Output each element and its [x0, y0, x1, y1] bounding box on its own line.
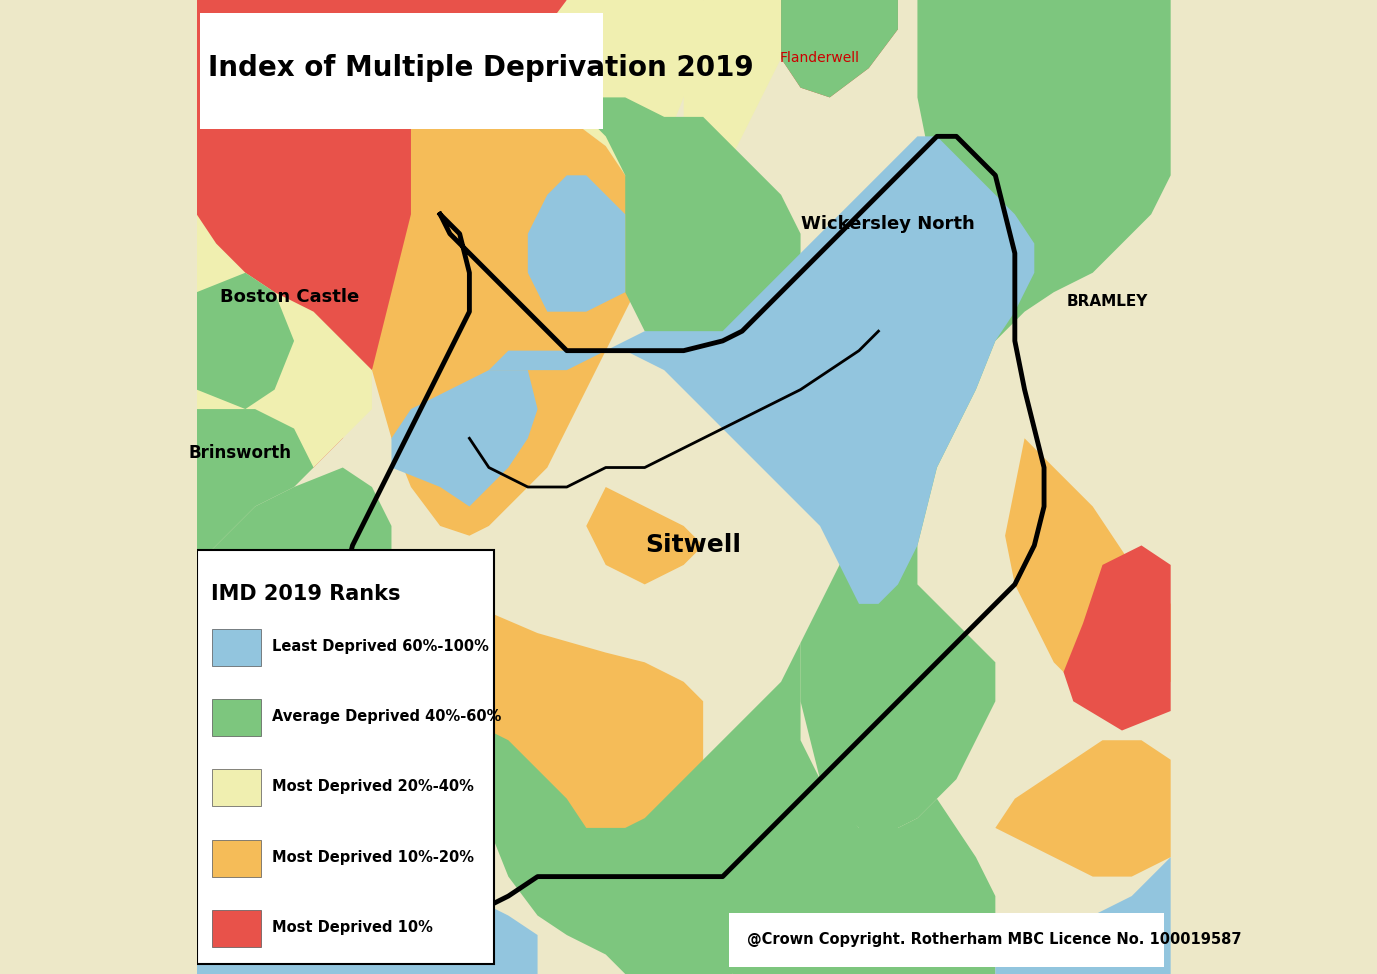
- Polygon shape: [197, 390, 274, 506]
- Polygon shape: [197, 273, 295, 409]
- FancyBboxPatch shape: [200, 13, 603, 129]
- Polygon shape: [733, 740, 996, 974]
- Polygon shape: [996, 857, 1170, 974]
- FancyBboxPatch shape: [212, 699, 262, 736]
- FancyBboxPatch shape: [212, 629, 262, 666]
- Polygon shape: [197, 468, 391, 701]
- FancyBboxPatch shape: [212, 910, 262, 947]
- Polygon shape: [1063, 545, 1170, 730]
- Polygon shape: [567, 0, 704, 117]
- Text: Wickersley North: Wickersley North: [801, 215, 975, 233]
- Polygon shape: [781, 0, 898, 97]
- Text: IMD 2019 Ranks: IMD 2019 Ranks: [211, 584, 401, 605]
- Polygon shape: [391, 117, 567, 506]
- Polygon shape: [1005, 438, 1170, 701]
- Text: Most Deprived 10%: Most Deprived 10%: [271, 919, 432, 935]
- Polygon shape: [470, 643, 800, 974]
- FancyBboxPatch shape: [197, 550, 494, 964]
- Polygon shape: [527, 175, 625, 312]
- Text: Boston Castle: Boston Castle: [219, 288, 359, 306]
- Text: Rother Vale: Rother Vale: [332, 921, 442, 939]
- Text: Brinsworth: Brinsworth: [189, 444, 292, 462]
- Text: Sitwell: Sitwell: [646, 534, 741, 557]
- Text: Flanderwell: Flanderwell: [779, 52, 861, 65]
- Text: Most Deprived 20%-40%: Most Deprived 20%-40%: [271, 779, 474, 795]
- Polygon shape: [470, 0, 704, 214]
- Polygon shape: [587, 97, 800, 351]
- Polygon shape: [197, 0, 567, 506]
- Text: Index of Multiple Deprivation 2019: Index of Multiple Deprivation 2019: [208, 55, 755, 82]
- Polygon shape: [704, 0, 898, 97]
- Polygon shape: [197, 877, 537, 974]
- Polygon shape: [197, 409, 314, 565]
- Polygon shape: [683, 0, 781, 214]
- Polygon shape: [800, 0, 1170, 838]
- FancyBboxPatch shape: [212, 840, 262, 877]
- Polygon shape: [450, 604, 704, 877]
- Polygon shape: [996, 740, 1170, 877]
- Polygon shape: [587, 487, 704, 584]
- FancyBboxPatch shape: [730, 913, 1164, 967]
- Polygon shape: [372, 78, 644, 536]
- Polygon shape: [197, 0, 1170, 974]
- Text: BRAMLEY: BRAMLEY: [1067, 294, 1148, 310]
- Text: @Crown Copyright. Rotherham MBC Licence No. 100019587: @Crown Copyright. Rotherham MBC Licence …: [746, 932, 1242, 948]
- Polygon shape: [391, 370, 537, 506]
- Text: Average Deprived 40%-60%: Average Deprived 40%-60%: [271, 709, 501, 725]
- Text: Most Deprived 10%-20%: Most Deprived 10%-20%: [271, 849, 474, 865]
- Polygon shape: [489, 136, 1034, 604]
- FancyBboxPatch shape: [212, 769, 262, 806]
- Polygon shape: [197, 214, 372, 506]
- Text: Least Deprived 60%-100%: Least Deprived 60%-100%: [271, 639, 489, 655]
